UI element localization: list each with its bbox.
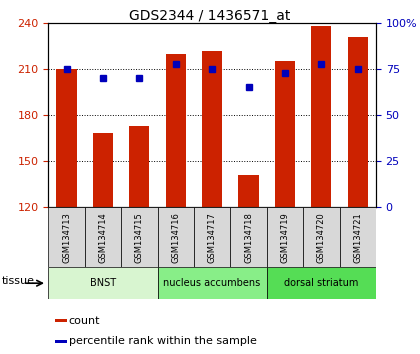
Bar [202,51,222,207]
Text: GSM134718: GSM134718 [244,212,253,263]
Bar [48,207,85,267]
Text: GSM134719: GSM134719 [281,212,289,263]
Text: GSM134717: GSM134717 [207,212,217,263]
Text: GSM134721: GSM134721 [353,212,362,263]
Bar [93,133,113,207]
Text: GSM134716: GSM134716 [171,212,180,263]
Text: GDS2344 / 1436571_at: GDS2344 / 1436571_at [129,9,291,23]
Text: percentile rank within the sample: percentile rank within the sample [68,336,257,346]
Bar [121,207,158,267]
Text: count: count [68,316,100,326]
Bar [57,69,76,207]
Text: GSM134715: GSM134715 [135,212,144,263]
Text: nucleus accumbens: nucleus accumbens [163,278,261,288]
Text: tissue: tissue [2,276,35,286]
Bar [194,207,230,267]
Bar [303,207,339,267]
Bar [158,207,194,267]
Text: BNST: BNST [90,278,116,288]
Bar [311,26,331,207]
Bar [275,61,295,207]
Bar [267,207,303,267]
Bar [230,207,267,267]
Text: GSM134714: GSM134714 [98,212,108,263]
Text: dorsal striatum: dorsal striatum [284,278,359,288]
Bar [267,267,376,299]
Bar [339,207,376,267]
Bar [129,126,150,207]
Text: GSM134720: GSM134720 [317,212,326,263]
Bar [55,339,67,343]
Bar [55,319,67,322]
Bar [165,54,186,207]
Bar [85,207,121,267]
Text: GSM134713: GSM134713 [62,212,71,263]
Bar [48,267,158,299]
Bar [158,267,267,299]
Bar [239,175,259,207]
Bar [348,37,368,207]
